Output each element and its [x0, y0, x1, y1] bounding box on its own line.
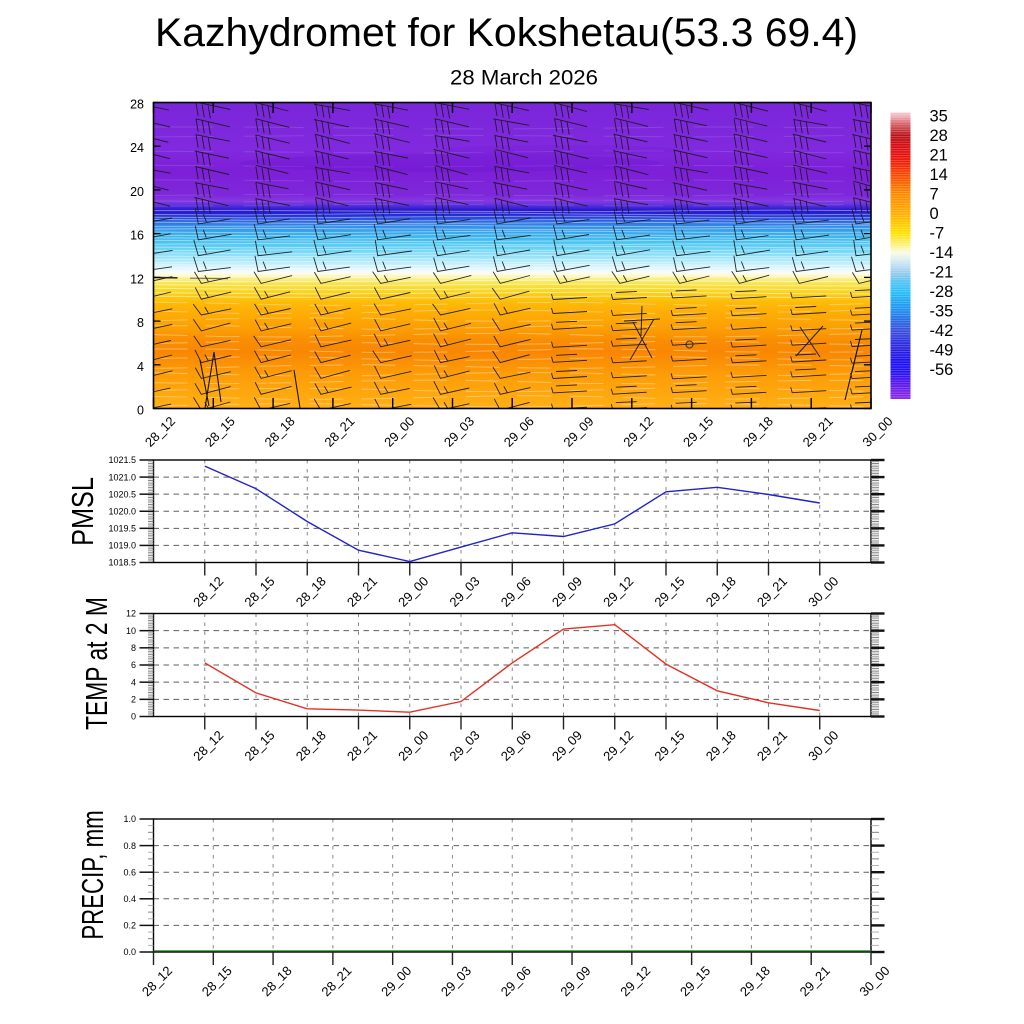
svg-text:-42: -42 [930, 322, 954, 340]
svg-text:1021.0: 1021.0 [108, 472, 136, 482]
svg-text:8: 8 [131, 643, 136, 653]
svg-text:0.0: 0.0 [123, 947, 136, 957]
svg-text:8: 8 [137, 316, 144, 330]
svg-text:1021.5: 1021.5 [108, 455, 136, 465]
svg-text:6: 6 [131, 660, 136, 670]
svg-text:0: 0 [930, 205, 939, 223]
svg-text:12: 12 [126, 609, 136, 619]
svg-text:-49: -49 [930, 342, 954, 360]
svg-text:0: 0 [131, 712, 136, 722]
svg-text:28: 28 [930, 127, 948, 145]
svg-text:21: 21 [930, 147, 948, 165]
svg-text:2: 2 [131, 695, 136, 705]
svg-text:-28: -28 [930, 283, 954, 301]
svg-text:PMSL: PMSL [64, 477, 99, 546]
svg-text:-7: -7 [930, 225, 945, 243]
svg-text:-14: -14 [930, 244, 954, 262]
svg-text:28 March 2026: 28 March 2026 [450, 66, 598, 90]
svg-text:10: 10 [126, 626, 136, 636]
svg-text:0.8: 0.8 [123, 841, 136, 851]
svg-text:1018.5: 1018.5 [108, 558, 136, 568]
svg-text:14: 14 [930, 166, 948, 184]
svg-text:-56: -56 [930, 361, 954, 379]
svg-text:1020.0: 1020.0 [108, 506, 136, 516]
svg-text:16: 16 [130, 229, 144, 243]
svg-text:-35: -35 [930, 303, 954, 321]
svg-text:35: 35 [930, 108, 948, 126]
svg-text:1020.5: 1020.5 [108, 489, 136, 499]
svg-text:1019.5: 1019.5 [108, 524, 136, 534]
svg-text:0: 0 [137, 404, 144, 418]
svg-text:7: 7 [930, 186, 939, 204]
svg-text:1.0: 1.0 [123, 814, 136, 824]
svg-text:20: 20 [130, 185, 144, 199]
svg-text:24: 24 [130, 141, 144, 155]
svg-text:0.2: 0.2 [123, 921, 136, 931]
svg-text:PRECIP, mm: PRECIP, mm [75, 810, 109, 939]
svg-text:0.4: 0.4 [123, 894, 136, 904]
svg-text:4: 4 [131, 677, 136, 687]
svg-text:1019.0: 1019.0 [108, 541, 136, 551]
svg-text:28: 28 [130, 98, 144, 112]
svg-text:Kazhydromet for Kokshetau(53.3: Kazhydromet for Kokshetau(53.3 69.4) [155, 11, 858, 55]
svg-text:4: 4 [137, 360, 144, 374]
svg-text:TEMP at 2 M: TEMP at 2 M [79, 597, 114, 730]
svg-text:0.6: 0.6 [123, 867, 136, 877]
svg-text:-21: -21 [930, 264, 954, 282]
svg-text:12: 12 [130, 272, 144, 286]
